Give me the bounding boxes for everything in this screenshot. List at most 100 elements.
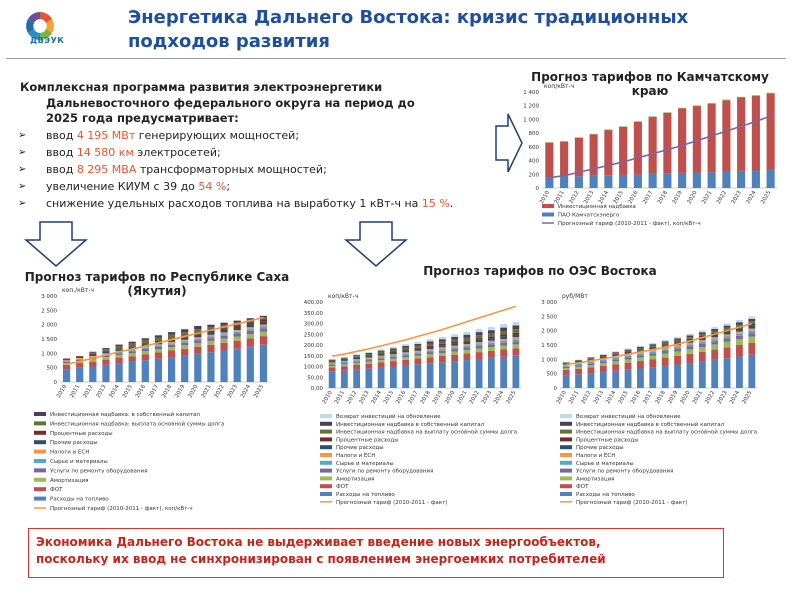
y-tick-label: 3 000 (541, 300, 557, 306)
bar-segment (736, 328, 743, 332)
legend-swatch (320, 414, 332, 418)
highlight-value: 15 % (421, 197, 450, 210)
bar-segment (426, 346, 434, 350)
bar-segment (365, 355, 373, 356)
bar-segment (599, 357, 607, 359)
y-tick-label: 200,00 (304, 343, 324, 349)
list-item: ➢ снижение удельных расходов топлива на в… (18, 197, 454, 210)
legend-swatch (34, 412, 46, 416)
bar-segment (365, 354, 373, 356)
legend-label: Прочие расходы (336, 445, 384, 451)
legend-swatch (34, 487, 46, 492)
legend-label: Амортизация (576, 476, 614, 482)
bar-segment (377, 362, 385, 368)
bar-segment (737, 97, 746, 171)
bar-segment (463, 349, 471, 354)
bar-segment (207, 334, 215, 337)
bar-segment (637, 357, 644, 362)
bar-segment (451, 349, 458, 352)
bar-segment (167, 343, 176, 345)
bar-segment (390, 349, 397, 352)
bar-segment (390, 348, 397, 350)
bar-segment (766, 93, 775, 170)
legend-swatch (320, 484, 332, 489)
title-divider (6, 58, 786, 59)
bar-segment (686, 363, 694, 388)
bar-segment (575, 364, 582, 366)
x-tick-label: 2011 (554, 190, 566, 205)
bar-segment (624, 354, 632, 356)
bar-segment (736, 331, 743, 334)
x-tick-label: 2021 (692, 390, 704, 405)
bar-segment (624, 350, 632, 352)
x-tick-label: 2019 (174, 384, 186, 400)
bar-segment (402, 344, 409, 346)
bar-segment (439, 343, 446, 346)
bar-segment (390, 366, 397, 388)
bar-segment (365, 357, 373, 359)
bar-segment (619, 126, 628, 175)
bar-segment (341, 357, 348, 358)
bar-segment (414, 364, 422, 388)
y-tick-label: 250,00 (304, 332, 324, 338)
x-tick-label: 2014 (371, 390, 383, 406)
bar-segment (233, 325, 241, 327)
bar-segment (246, 318, 254, 320)
bar-segment (723, 341, 731, 348)
bar-segment (624, 348, 632, 350)
bar-segment (102, 355, 110, 358)
conclusion-box (28, 528, 724, 578)
x-tick-label: 2015 (613, 190, 625, 206)
legend-label: Прогнозный тариф (2010-2011 - факт), коп… (50, 505, 193, 512)
legend-swatch (560, 437, 572, 442)
oes-tariff-chart: коп/кВт-ч 0,00 50,00 100,00 150,00 200,00 250,… (304, 293, 522, 506)
bar-segment (663, 112, 672, 113)
bar-segment (562, 375, 570, 388)
y-tick-label: 100,00 (304, 365, 324, 371)
y-tick-label: 2 500 (41, 308, 57, 314)
bar-segment (711, 339, 719, 342)
bullet-arrow-icon: ➢ (18, 130, 27, 141)
bar-segment (328, 363, 336, 365)
bar-segment (475, 335, 483, 339)
legend-label: Услуги по ремонту оборудования (576, 469, 673, 475)
bar-segment (62, 361, 71, 364)
bar-segment (649, 351, 657, 354)
bar-segment (698, 334, 706, 336)
bar-segment (233, 336, 241, 341)
bar-segment (207, 330, 215, 333)
x-tick-label: 2025 (505, 390, 517, 406)
highlight-value: 54 % (198, 180, 227, 193)
bar-segment (246, 334, 254, 339)
bar-segment (365, 361, 373, 364)
bar-segment (76, 356, 84, 358)
bar-segment (692, 172, 701, 188)
bar-segment (463, 340, 471, 342)
bar-segment (207, 336, 215, 339)
bar-segment (141, 351, 149, 355)
page-title: Энергетика Дальнего Востока: кризис трад… (128, 7, 689, 52)
x-tick-label: 2023 (227, 384, 239, 400)
bar-segment (599, 355, 607, 357)
bar-segment (488, 344, 495, 348)
bar-segment (402, 352, 409, 354)
bar-segment (686, 349, 694, 354)
x-tick-label: 2013 (95, 384, 107, 400)
bar-segment (402, 357, 409, 360)
bar-segment (89, 361, 97, 367)
bar-segment (624, 362, 632, 370)
bar-segment (562, 369, 570, 376)
bar-segment (723, 327, 731, 330)
bar-segment (426, 345, 434, 347)
bar-segment (612, 351, 620, 353)
legend-swatch (560, 468, 572, 473)
bar-segment (574, 137, 583, 138)
bar-segment (115, 353, 123, 355)
yakutia-tariff-chart: коп./кВт-ч 0 500 1 000 1 500 2 000 2 500 3 000 2… (34, 287, 270, 512)
bar-segment (141, 340, 149, 344)
bar-segment (512, 325, 520, 330)
x-tick-label: 2014 (605, 390, 617, 406)
x-tick-label: 2019 (667, 390, 679, 406)
legend-swatch (320, 460, 332, 465)
bar-segment (194, 334, 202, 338)
